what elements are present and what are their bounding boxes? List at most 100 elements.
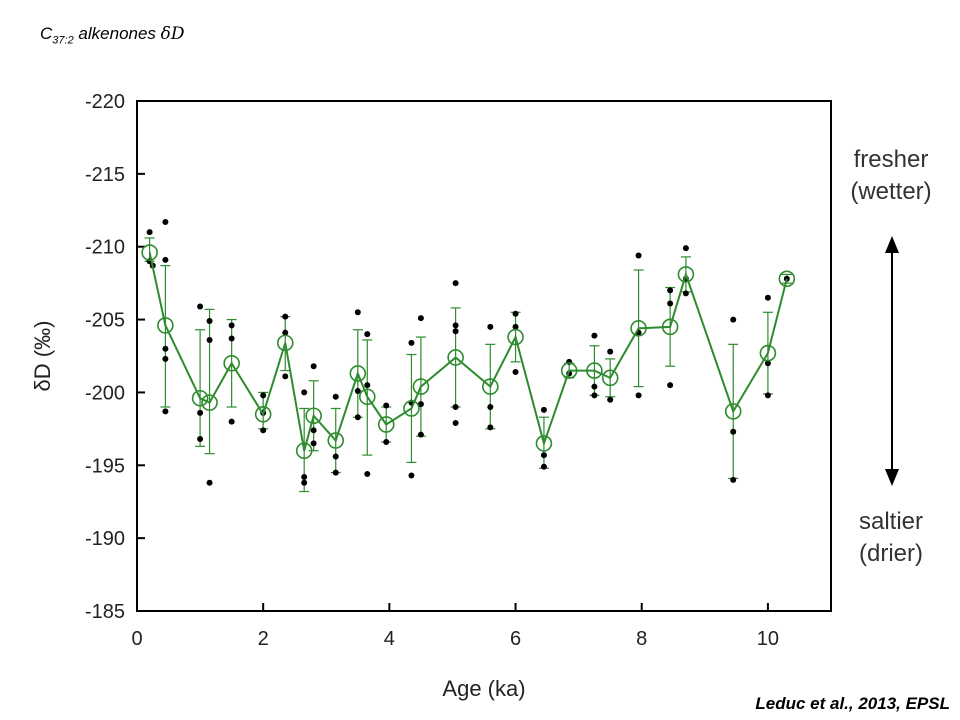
- replicate-point: [682, 245, 689, 252]
- replicate-point: [764, 392, 771, 399]
- replicate-point: [452, 280, 459, 287]
- replicate-point: [162, 256, 169, 263]
- mean-point: [630, 320, 647, 337]
- replicate-point: [206, 336, 213, 343]
- annotation-fresher-line2: (wetter): [850, 178, 932, 205]
- replicate-point: [162, 345, 169, 352]
- mean-point: [305, 407, 322, 425]
- replicate-point: [540, 452, 547, 459]
- replicate-point: [607, 348, 614, 355]
- mean-point: [276, 334, 294, 352]
- y-axis: -220 -215 -210 -205 -200 -195 -190 -185: [85, 91, 145, 623]
- replicate-point: [667, 300, 674, 307]
- replicate-point: [332, 393, 339, 400]
- title-text: alkenones: [73, 24, 161, 43]
- mean-point: [447, 349, 464, 366]
- replicate-point: [591, 392, 598, 399]
- mean-point: [223, 354, 240, 372]
- replicate-point: [730, 476, 737, 483]
- replicate-point: [282, 329, 289, 336]
- mean-point: [141, 244, 158, 261]
- replicate-point: [260, 427, 267, 434]
- mean-point: [560, 362, 578, 379]
- replicate-point: [197, 303, 204, 310]
- replicate-point: [764, 294, 771, 301]
- replicate-point: [452, 322, 459, 329]
- replicate-point: [764, 360, 771, 367]
- mean-point: [295, 442, 313, 460]
- replicate-point: [487, 404, 494, 410]
- y-tick-label: -195: [85, 455, 125, 477]
- x-tick-label: 0: [131, 628, 142, 650]
- replicate-point: [452, 404, 459, 410]
- error-bars: [144, 237, 792, 493]
- replicate-point: [310, 363, 317, 370]
- mean-point: [535, 435, 553, 452]
- annotation-fresher: fresher (wetter): [836, 144, 946, 208]
- mean-point: [412, 378, 430, 395]
- replicate-point: [667, 287, 674, 294]
- replicate-point: [635, 392, 642, 399]
- replicate-point: [730, 428, 737, 435]
- annotation-saltier-line1: saltier: [858, 508, 924, 535]
- annotation-saltier-line2: (drier): [859, 540, 923, 567]
- x-tick-label: 2: [258, 628, 269, 650]
- replicate-point: [332, 469, 339, 476]
- mean-point: [759, 344, 777, 362]
- replicate-point: [301, 479, 308, 486]
- y-tick-label: -220: [85, 91, 125, 113]
- replicate-point: [162, 355, 169, 362]
- replicate-point: [512, 310, 519, 317]
- replicate-point: [682, 290, 689, 297]
- mean-point: [601, 369, 619, 387]
- y-tick-label: -185: [85, 601, 125, 623]
- replicate-point: [282, 313, 289, 320]
- replicate-point: [364, 382, 371, 389]
- replicate-point: [197, 409, 204, 416]
- replicate-point: [310, 427, 317, 434]
- replicate-point: [730, 316, 737, 323]
- y-axis-title: δD (‰): [30, 321, 55, 392]
- mean-point: [403, 400, 420, 417]
- replicate-point: [512, 323, 519, 330]
- y-tick-label: -205: [85, 310, 125, 332]
- replicate-point: [282, 373, 289, 380]
- replicate-point: [364, 331, 371, 338]
- mean-point: [201, 394, 218, 411]
- mean-point: [349, 365, 367, 382]
- mean-point: [254, 405, 272, 423]
- y-tick-label: -210: [85, 237, 125, 259]
- x-tick-label: 6: [510, 628, 521, 650]
- mean-point: [157, 317, 174, 334]
- replicate-point: [146, 229, 153, 236]
- replicate-point: [452, 328, 459, 335]
- mean-point: [677, 266, 695, 283]
- replicate-point: [540, 406, 547, 413]
- replicate-point: [417, 315, 424, 322]
- annotation-saltier: saltier (drier): [836, 506, 946, 570]
- x-tick-label: 8: [636, 628, 647, 650]
- replicate-point: [354, 309, 361, 316]
- replicate-point: [512, 369, 519, 376]
- replicate-points: [146, 218, 790, 486]
- title-prefix: C: [40, 24, 53, 43]
- replicate-point: [408, 339, 415, 346]
- replicate-point: [417, 401, 424, 408]
- replicate-point: [487, 323, 494, 330]
- replicate-point: [332, 453, 339, 460]
- replicate-point: [260, 392, 267, 399]
- replicate-point: [206, 318, 213, 325]
- mean-point: [377, 416, 395, 433]
- replicate-point: [487, 424, 494, 431]
- title-subscript: 37:2: [52, 34, 74, 47]
- replicate-point: [206, 479, 213, 486]
- y-tick-label: -200: [85, 382, 125, 404]
- chart-title: C37:2 alkenones δD: [40, 24, 185, 46]
- replicate-point: [228, 322, 235, 329]
- replicate-point: [301, 473, 308, 480]
- x-tick-label: 4: [384, 628, 395, 650]
- mean-point: [327, 432, 345, 449]
- replicate-point: [408, 472, 415, 479]
- replicate-point: [635, 252, 642, 259]
